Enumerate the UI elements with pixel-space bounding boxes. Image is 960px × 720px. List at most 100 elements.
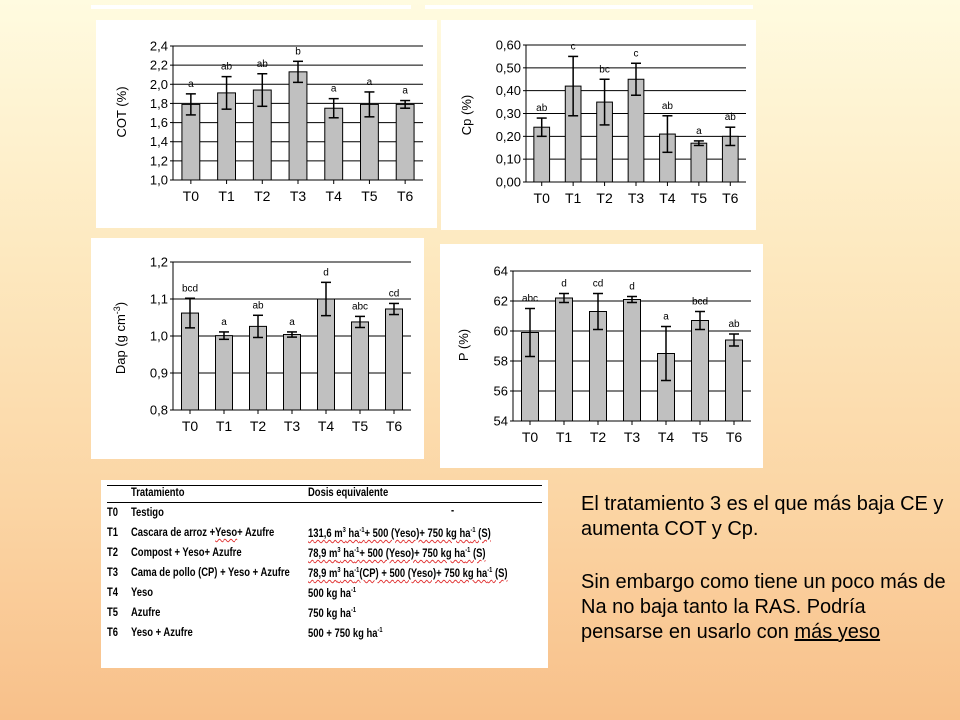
row-treatment: Compost + Yeso+ Azufre — [131, 547, 242, 559]
table-header-dose: Dosis equivalente — [308, 487, 389, 499]
significance-letter: a — [331, 84, 337, 95]
y-tick-label: 0,60 — [496, 38, 521, 53]
y-axis-label: P (%) — [456, 329, 471, 361]
significance-letter: bc — [599, 64, 610, 75]
x-tick-label: T5 — [352, 418, 369, 434]
significance-letter: d — [561, 279, 567, 290]
note-paragraph-1: El tratamiento 3 es el que más baja CE y… — [581, 493, 944, 540]
chart-p: 54 56 58 60 62 64 abc T0 d T1 cd T2 d T3 a T4 bcd T5 ab T6 P… — [456, 264, 751, 445]
y-tick-label: 0,50 — [496, 60, 521, 75]
row-code: T2 — [107, 547, 119, 559]
x-tick-label: T5 — [692, 429, 709, 445]
bar — [385, 308, 403, 411]
significance-letter: c — [571, 41, 576, 52]
y-axis-label: COT (%) — [114, 86, 129, 137]
significance-letter: b — [295, 46, 301, 57]
row-treatment: Testigo — [131, 507, 164, 519]
y-tick-label: 54 — [494, 414, 508, 429]
x-tick-label: T6 — [386, 418, 403, 434]
x-tick-label: T4 — [659, 190, 676, 206]
row-code: T3 — [107, 567, 119, 579]
x-tick-label: T4 — [326, 188, 343, 204]
x-tick-label: T6 — [726, 429, 743, 445]
significance-letter: a — [663, 312, 669, 323]
x-tick-label: T6 — [722, 190, 739, 206]
significance-letter: ab — [725, 112, 737, 123]
y-tick-label: 1,2 — [150, 255, 168, 270]
note-paragraph-2-text: Sin embargo como tiene un poco más de Na… — [581, 571, 946, 643]
y-tick-label: 0,10 — [496, 152, 521, 167]
bar — [725, 339, 743, 422]
row-dose: 500 + 750 kg ha-1 — [308, 627, 383, 640]
row-code: T6 — [107, 627, 119, 639]
bar — [623, 299, 641, 422]
x-tick-label: T3 — [628, 190, 645, 206]
x-tick-label: T3 — [284, 418, 301, 434]
x-tick-label: T2 — [596, 190, 613, 206]
y-tick-label: 64 — [494, 264, 508, 279]
bar — [324, 107, 344, 181]
chart-cp-panel: 0,00 0,10 0,20 0,30 0,40 0,50 0,60 ab T0 c T1 bc T2 c… — [441, 20, 756, 230]
chart-p-panel: 54 56 58 60 62 64 abc T0 d T1 cd T2 d T3 a T4 bcd T5 ab T6 P… — [440, 244, 763, 468]
y-tick-label: 2,0 — [150, 77, 168, 92]
x-tick-label: T4 — [658, 429, 675, 445]
bar — [215, 335, 233, 411]
y-tick-label: 1,2 — [150, 153, 168, 168]
row-dose: 78,9 m3 ha-1(CP) + 500 (Yeso)+ 750 kg ha… — [308, 567, 508, 580]
row-treatment: Azufre — [131, 607, 161, 619]
top-rule-right — [425, 5, 753, 9]
row-dose: 131,6 m3 ha-1+ 500 (Yeso)+ 750 kg ha-1 (… — [308, 527, 491, 540]
table-header-treatment: Tratamiento — [131, 487, 185, 499]
row-code: T4 — [107, 587, 119, 599]
y-tick-label: 62 — [494, 294, 508, 309]
x-tick-label: T1 — [218, 188, 235, 204]
y-tick-label: 2,4 — [150, 39, 168, 54]
chart-dap: 0,8 0,9 1,0 1,1 1,2 bcd T0 a T1 ab T2 a T3 d T4 abc T5 cd… — [112, 255, 411, 434]
significance-letter: d — [629, 282, 635, 293]
row-code: T0 — [107, 507, 119, 519]
y-tick-label: 0,00 — [496, 175, 521, 190]
bar — [351, 321, 369, 411]
x-tick-label: T1 — [216, 418, 233, 434]
y-axis-label: Cp (%) — [459, 95, 474, 135]
y-tick-label: 58 — [494, 354, 508, 369]
bar — [283, 334, 301, 411]
treatment-table: Tratamiento Dosis equivalente T0 Testigo… — [101, 480, 548, 668]
y-tick-label: 0,9 — [150, 366, 168, 381]
table-header-top-rule — [107, 485, 542, 486]
row-dose: 78,9 m3 ha-1+ 500 (Yeso)+ 750 kg ha-1 (S… — [308, 547, 486, 560]
x-tick-label: T0 — [182, 418, 199, 434]
x-tick-label: T2 — [590, 429, 607, 445]
row-treatment: Yeso — [131, 587, 154, 599]
y-tick-label: 1,0 — [150, 329, 168, 344]
significance-letter: abc — [522, 294, 538, 305]
note-underlined-text: más yeso — [794, 621, 881, 643]
bar — [181, 103, 201, 181]
x-tick-label: T0 — [183, 188, 200, 204]
top-rule-left — [91, 5, 411, 9]
significance-letter: ab — [662, 101, 674, 112]
bar — [395, 103, 415, 181]
y-axis-label: Dap (g cm-3) — [112, 302, 128, 374]
significance-letter: ab — [536, 103, 548, 114]
significance-letter: a — [367, 77, 373, 88]
significance-letter: cd — [389, 288, 400, 299]
y-tick-label: 1,0 — [150, 173, 168, 188]
significance-letter: a — [289, 317, 295, 328]
y-tick-label: 0,8 — [150, 403, 168, 418]
x-tick-label: T3 — [290, 188, 307, 204]
x-tick-label: T2 — [254, 188, 271, 204]
significance-letter: bcd — [182, 283, 198, 294]
row-treatment: Cascara de arroz +Yeso+ Azufre — [131, 527, 275, 539]
significance-letter: ab — [221, 62, 233, 73]
x-tick-label: T5 — [691, 190, 708, 206]
table-header-bottom-rule — [107, 502, 542, 503]
significance-letter: a — [188, 79, 194, 90]
significance-letter: ab — [257, 59, 269, 70]
row-code: T1 — [107, 527, 119, 539]
y-tick-label: 2,2 — [150, 58, 168, 73]
row-treatment: Yeso + Azufre — [131, 627, 193, 639]
bar — [691, 320, 709, 422]
x-tick-label: T1 — [556, 429, 573, 445]
significance-letter: a — [221, 317, 227, 328]
